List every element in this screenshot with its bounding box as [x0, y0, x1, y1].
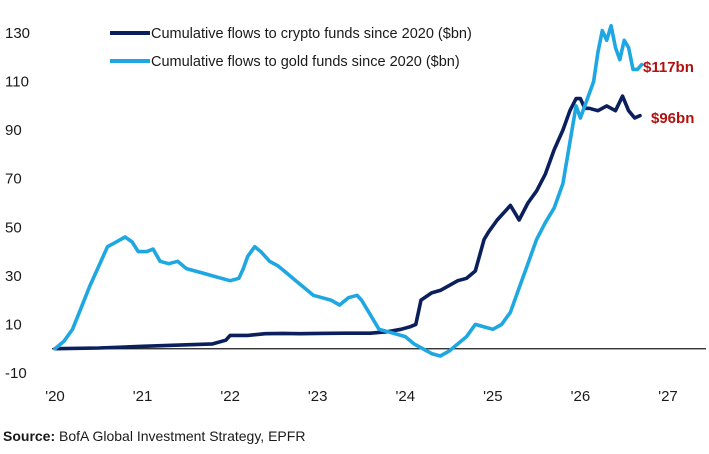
- y-tick-label: 70: [5, 171, 22, 188]
- x-tick-label: '27: [658, 388, 678, 405]
- y-tick-label: 90: [5, 122, 22, 139]
- y-axis-tick-labels: -10 10 30 50 70 90 110 130: [5, 25, 30, 382]
- y-tick-label: 10: [5, 316, 22, 333]
- series-lines: [53, 23, 644, 358]
- y-tick-label: 130: [5, 25, 30, 42]
- x-tick-label: '20: [45, 388, 65, 405]
- x-tick-label: '24: [396, 388, 416, 405]
- x-tick-label: '25: [483, 388, 503, 405]
- x-tick-label: '21: [133, 388, 153, 405]
- x-tick-label: '22: [220, 388, 240, 405]
- x-tick-label: '23: [308, 388, 328, 405]
- x-tick-label: '26: [571, 388, 591, 405]
- legend: Cumulative flows to crypto funds since 2…: [110, 26, 472, 70]
- legend-entry-label: Cumulative flows to gold funds since 202…: [151, 54, 460, 70]
- y-tick-label: 110: [5, 74, 29, 91]
- crypto-end-label: $96bn: [651, 110, 694, 127]
- source-note: Source: BofA Global Investment Strategy,…: [3, 428, 305, 444]
- gold-end-label: $117bn: [643, 59, 694, 76]
- legend-entry-label: Cumulative flows to crypto funds since 2…: [151, 26, 472, 42]
- y-tick-label: -10: [5, 365, 27, 382]
- series-end-labels: $96bn $117bn: [643, 59, 694, 127]
- source-text: BofA Global Investment Strategy, EPFR: [55, 428, 306, 444]
- source-label: Source:: [3, 428, 56, 444]
- y-tick-label: 30: [5, 268, 22, 285]
- x-axis-tick-labels: '20 '21 '22 '23 '24 '25 '26 '27: [45, 388, 678, 405]
- y-tick-label: 50: [5, 219, 22, 236]
- gold-series-line: [53, 23, 644, 358]
- crypto-series-line: [53, 94, 642, 351]
